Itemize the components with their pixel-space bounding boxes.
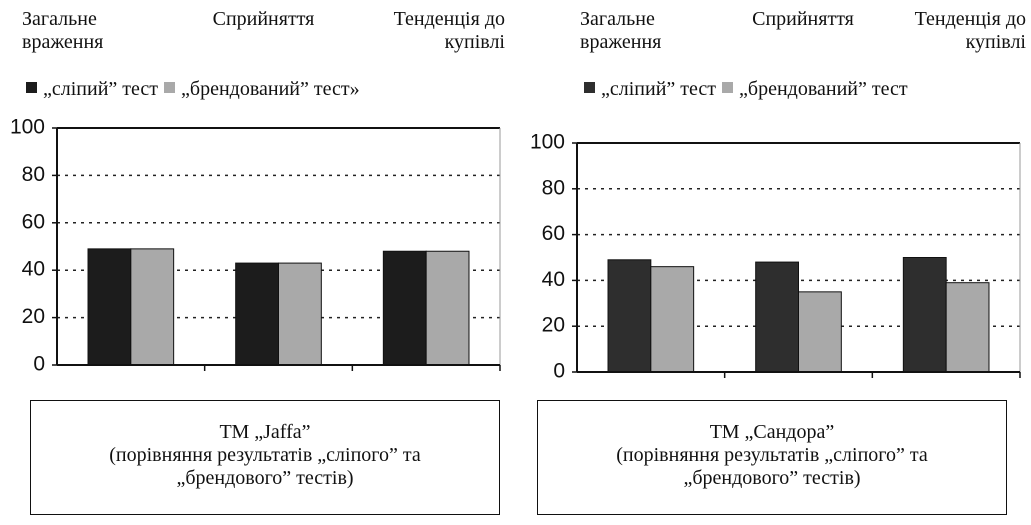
bar: [755, 261, 800, 373]
category-label: Сприйняття: [752, 8, 854, 30]
bar: [87, 248, 132, 366]
bar: [235, 262, 279, 366]
y-tick-label: 100: [10, 116, 45, 139]
legend-swatch: [26, 82, 37, 93]
y-tick-label: 60: [22, 210, 45, 233]
bar: [945, 282, 990, 373]
chart-title: ТМ „Jaffa”: [219, 421, 311, 443]
bar: [382, 250, 427, 366]
category-label: Сприйняття: [212, 8, 315, 30]
category-label: Загальне враження: [580, 8, 662, 53]
y-tick-label: 60: [542, 222, 565, 245]
bar: [278, 262, 322, 366]
caption-box: ТМ „Jaffa” (порівняння результатів „сліпо…: [30, 400, 500, 515]
bar: [650, 266, 695, 373]
y-tick-label: 20: [542, 314, 565, 337]
legend: „сліпий” тест „брендований” тест: [584, 78, 908, 101]
legend-swatch: [722, 82, 734, 93]
bar: [425, 250, 470, 366]
bar: [798, 291, 842, 373]
y-tick-label: 80: [542, 176, 565, 199]
legend-label: „сліпий” тест: [601, 78, 717, 100]
category-label: Загальне враження: [22, 8, 104, 53]
chart-title: ТМ „Сандора”: [709, 421, 835, 443]
y-tick-label: 20: [22, 305, 45, 328]
category-label: Тенденція до купівлі: [393, 8, 505, 53]
legend: „сліпий” тест „брендований” тест»: [26, 78, 360, 101]
bar: [902, 257, 947, 373]
caption-box: ТМ „Сандора” (порівняння результатів „слі…: [537, 400, 1007, 515]
y-tick-label: 100: [530, 131, 565, 154]
y-tick-label: 0: [33, 353, 45, 376]
chart-subtitle: (порівняння результатів „сліпого” та „бр…: [109, 444, 421, 489]
legend-label: „брендований” тест: [739, 78, 908, 100]
legend-swatch: [584, 82, 595, 93]
legend-label: „сліпий” тест: [43, 78, 159, 100]
y-tick-label: 80: [22, 163, 45, 186]
bar: [130, 248, 175, 366]
bar: [607, 259, 652, 373]
y-tick-label: 40: [22, 258, 45, 281]
category-label: Тенденція до купівлі: [914, 8, 1026, 53]
y-tick-label: 0: [553, 360, 565, 383]
legend-swatch: [164, 82, 176, 93]
y-tick-label: 40: [542, 268, 565, 291]
chart-subtitle: (порівняння результатів „сліпого” та „бр…: [616, 444, 928, 489]
legend-label: „брендований” тест»: [181, 78, 360, 100]
